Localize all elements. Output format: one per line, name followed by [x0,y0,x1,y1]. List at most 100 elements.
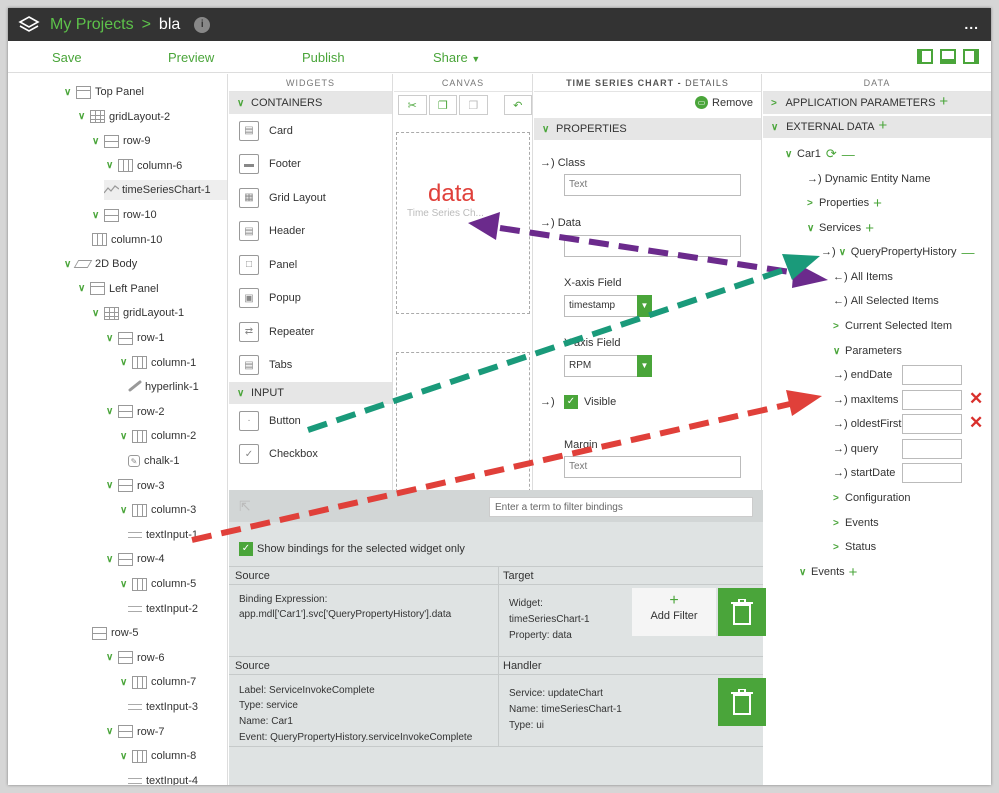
more-menu-button[interactable]: ... [964,16,979,32]
tree-node[interactable]: textInput-4 [128,771,198,785]
add-icon[interactable]: + [873,194,882,212]
info-icon[interactable]: i [194,16,211,33]
chevron-down-icon[interactable]: ∨ [120,430,128,442]
layout-left-icon[interactable] [917,49,933,64]
chevron-down-icon[interactable]: ∨ [92,307,100,319]
paste-icon[interactable]: ❐ [459,95,488,115]
chevron-down-icon[interactable]: ∨ [106,406,114,418]
data-input[interactable] [564,235,741,257]
widget-item[interactable]: ▤ Header [229,215,392,249]
chevron-down-icon[interactable]: ∨ [106,726,114,738]
parameter-node[interactable]: →) oldestFirst [833,414,901,434]
widget-item[interactable]: ▦ Grid Layout [229,181,392,215]
chevron-down-icon[interactable]: ∨ [92,209,100,221]
add-filter-button[interactable]: + Add Filter [632,588,716,636]
current-selected-node[interactable]: > Current Selected Item [833,316,952,336]
tree-node[interactable]: ∨ column-5 [120,574,196,594]
tree-node[interactable]: ∨ row-10 [92,205,157,225]
minus-icon[interactable]: — [961,244,975,260]
expand-icon[interactable]: ⇱ [239,498,251,514]
copy-icon[interactable]: ❐ [428,95,457,115]
tree-node[interactable]: textInput-3 [128,697,198,717]
add-icon[interactable]: + [865,219,874,237]
parameter-input[interactable] [902,389,962,410]
parameter-node[interactable]: →) startDate [833,463,895,483]
share-button[interactable]: Share ▼ [433,50,480,65]
tree-node[interactable]: ∨ 2D Body [64,254,137,274]
tree-node[interactable]: ∨ row-1 [106,328,165,348]
properties-node[interactable]: > Properties + [807,193,882,213]
status-node[interactable]: > Status [833,537,876,557]
tree-node[interactable]: ∨ row-4 [106,549,165,569]
widget-item[interactable]: □ Panel [229,248,392,282]
widget-item[interactable]: ▤ Tabs [229,349,392,383]
layout-bottom-icon[interactable] [940,49,956,64]
add-icon[interactable]: + [848,563,858,581]
tree-node[interactable]: ∨ column-3 [120,500,196,520]
services-node[interactable]: ∨ Services + [807,218,874,238]
margin-input[interactable]: Text [564,456,741,478]
remove-button[interactable]: ▭ Remove [695,96,753,109]
widget-item[interactable]: · Button [229,404,392,438]
parameter-input[interactable] [902,463,962,484]
class-input[interactable]: Text [564,174,741,196]
containers-section[interactable]: ∨ CONTAINERS [229,92,392,114]
tree-node[interactable]: ∨ column-8 [120,746,196,766]
tree-node[interactable]: textInput-1 [128,525,198,545]
all-items-node[interactable]: ←) All Items [833,267,893,287]
layout-right-icon[interactable] [963,49,979,64]
minus-icon[interactable]: — [841,146,855,162]
chevron-down-icon[interactable]: ∨ [120,578,128,590]
close-icon[interactable]: ✕ [969,413,984,433]
widget-item[interactable]: ▣ Popup [229,282,392,316]
parameter-input[interactable] [902,365,962,385]
parameters-node[interactable]: ∨ Parameters [833,341,902,361]
show-selected-checkbox[interactable]: ✓ [239,542,253,556]
query-node[interactable]: →) ∨ QueryPropertyHistory — [821,242,975,262]
configuration-node[interactable]: > Configuration [833,488,910,508]
chevron-down-icon[interactable]: ∨ [78,283,86,295]
chevron-down-icon[interactable]: ∨ [106,332,114,344]
tree-node[interactable]: ∨ row-7 [106,722,165,742]
parameter-input[interactable] [902,414,962,435]
tree-node[interactable]: ∨ column-1 [120,353,196,373]
tree-node[interactable]: column-10 [92,230,162,250]
cut-icon[interactable]: ✂ [398,95,427,115]
tree-node[interactable]: ∨ row-9 [92,131,151,151]
breadcrumb-my-projects[interactable]: My Projects [50,15,134,33]
xaxis-chevron-icon[interactable]: ▼ [637,295,652,317]
chevron-down-icon[interactable]: ∨ [106,160,114,172]
chart-widget[interactable]: Time Series Ch... [396,132,530,314]
tree-node[interactable]: ∨ row-2 [106,402,165,422]
tree-node[interactable]: ∨ Left Panel [78,279,159,299]
add-icon[interactable]: + [939,93,949,110]
tree-node[interactable]: ∨ gridLayout-1 [92,303,184,323]
chevron-down-icon[interactable]: ∨ [64,258,72,270]
widget-item[interactable]: ▬ Footer [229,148,392,182]
chevron-down-icon[interactable]: ∨ [92,135,100,147]
publish-button[interactable]: Publish [302,50,345,65]
chevron-down-icon[interactable]: ∨ [120,750,128,762]
app-params-section[interactable]: > APPLICATION PARAMETERS + [763,92,991,114]
tree-node[interactable]: ✎ chalk-1 [128,451,179,471]
widget-item[interactable]: ⇄ Repeater [229,315,392,349]
tree-node[interactable]: ∨ gridLayout-2 [78,107,170,127]
tree-node[interactable]: row-5 [92,623,139,643]
delete-binding-button[interactable] [718,588,766,636]
properties-section[interactable]: ∨ PROPERTIES [534,118,761,140]
visible-checkbox[interactable]: ✓ [564,395,578,409]
refresh-icon[interactable]: ⟳ [825,146,837,161]
events-node[interactable]: ∨ Events + [799,562,857,582]
widget-item[interactable]: ▤ Card [229,114,392,148]
chevron-down-icon[interactable]: ∨ [106,652,114,664]
chevron-down-icon[interactable]: ∨ [120,676,128,688]
chevron-down-icon[interactable]: ∨ [120,504,128,516]
chevron-down-icon[interactable]: ∨ [106,480,114,492]
parameter-node[interactable]: →) maxItems [833,390,898,410]
tree-node[interactable]: timeSeriesChart-1 [103,180,227,201]
widget-item[interactable]: ✓ Checkbox [229,438,392,472]
save-button[interactable]: Save [52,50,82,65]
tree-node[interactable]: ∨ column-7 [120,672,196,692]
bindings-filter-input[interactable]: Enter a term to filter bindings [489,497,753,517]
car1-node[interactable]: ∨ Car1 ⟳ — [785,144,855,164]
